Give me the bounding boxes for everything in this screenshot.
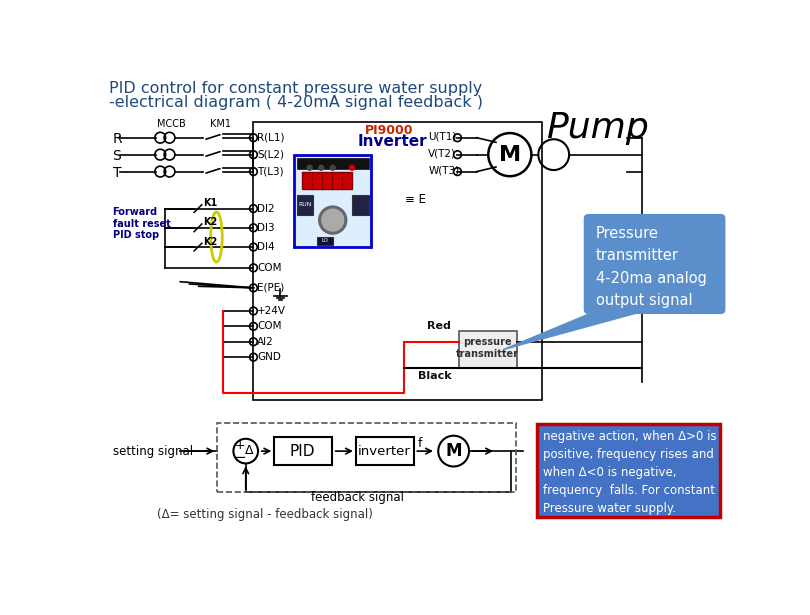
Text: T(L3): T(L3) [258,167,283,177]
Text: pressure: pressure [463,337,512,347]
Text: MCCB: MCCB [156,119,185,129]
Text: S(L2): S(L2) [258,149,284,160]
Text: (Δ= setting signal - feedback signal): (Δ= setting signal - feedback signal) [157,508,373,521]
Bar [296,195,313,215]
Bar [356,437,414,465]
Text: M: M [446,442,462,460]
Text: setting signal: setting signal [113,445,193,458]
Text: K1: K1 [203,198,218,208]
Bar [217,423,516,492]
Circle shape [322,209,343,231]
Bar [254,122,542,400]
Bar [296,157,369,169]
Text: R: R [113,132,122,146]
Text: COM: COM [258,263,282,273]
FancyBboxPatch shape [537,424,720,517]
Polygon shape [504,309,650,349]
Text: K2: K2 [203,218,218,228]
Text: Black: Black [418,371,451,381]
Circle shape [319,165,323,170]
Text: Forward: Forward [113,207,158,217]
Text: K2: K2 [203,237,218,247]
Text: DI2: DI2 [258,204,275,213]
Circle shape [330,165,335,170]
Text: +24V: +24V [258,306,286,316]
Circle shape [307,165,312,170]
Text: fault reset: fault reset [113,219,170,229]
Bar [352,195,369,215]
Text: +: + [234,439,245,452]
Text: PID stop: PID stop [113,231,159,240]
Text: Pressure
transmitter
4-20ma analog
output signal: Pressure transmitter 4-20ma analog outpu… [596,226,707,308]
Text: DI4: DI4 [258,242,275,252]
Text: R(L1): R(L1) [258,133,285,143]
Bar [302,172,352,189]
Text: Δ: Δ [245,444,253,457]
Text: PID: PID [290,443,315,459]
FancyBboxPatch shape [584,214,726,314]
Text: PID control for constant pressure water supply: PID control for constant pressure water … [109,82,483,97]
Text: COM: COM [258,322,282,331]
Text: DI3: DI3 [258,223,275,233]
Bar [459,331,517,368]
Text: AI2: AI2 [258,337,274,347]
Text: W(T3): W(T3) [428,166,459,176]
Text: E(PE): E(PE) [258,283,284,293]
Circle shape [350,165,354,170]
Text: M: M [499,145,521,165]
Text: feedback signal: feedback signal [311,491,404,504]
Text: Inverter: Inverter [357,134,427,149]
Text: V(T2): V(T2) [428,149,456,159]
Text: T: T [113,166,121,180]
Text: −: − [233,450,246,465]
Text: GND: GND [258,352,281,362]
Bar [294,154,371,247]
Text: transmitter: transmitter [456,349,519,359]
Text: -electrical diagram ( 4-20mA signal feedback ): -electrical diagram ( 4-20mA signal feed… [109,95,484,109]
Text: U(T1): U(T1) [428,132,457,142]
Text: inverter: inverter [358,445,411,458]
Bar [318,237,333,245]
Text: ≡ E: ≡ E [405,193,426,206]
Bar [275,437,332,465]
Text: RUN: RUN [298,202,312,207]
Text: S: S [113,149,121,163]
Text: Red: Red [428,322,451,331]
Text: Pump: Pump [546,111,649,145]
Text: LO: LO [322,239,329,244]
Text: PI9000: PI9000 [365,124,414,137]
Text: KM1: KM1 [210,119,231,129]
Circle shape [319,206,347,234]
Text: f: f [417,437,422,450]
Text: negative action, when Δ>0 is
positive, frequency rises and
when Δ<0 is negative,: negative action, when Δ>0 is positive, f… [543,430,717,515]
